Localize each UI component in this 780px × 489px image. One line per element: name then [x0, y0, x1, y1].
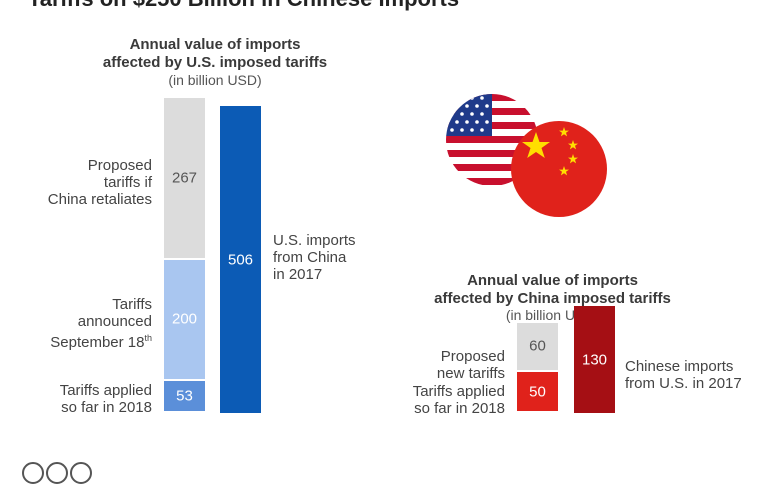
china-label-total-line-2: from U.S. in 2017 — [625, 375, 742, 392]
stacked-segment-1: 200 — [164, 259, 205, 379]
segment-value-label: 50 — [529, 383, 546, 400]
us-label-proposed-line-3: China retaliates — [47, 191, 152, 208]
us-label-announced-line-2: announced — [77, 313, 152, 330]
total-value-label: 130 — [581, 351, 608, 369]
cc-icon — [22, 462, 44, 484]
segment-value-label: 60 — [529, 337, 546, 355]
china-label-total-line-1: Chinese imports — [625, 358, 734, 375]
us-chart-subtitle: (in billion USD) — [168, 72, 262, 88]
segment-value-label: 200 — [171, 310, 198, 328]
china-chart-title: Annual value of imports affected by Chin… — [400, 272, 705, 308]
china-chart-subtitle: (in billion USD) — [505, 307, 600, 323]
segment-value-label: 267 — [171, 169, 198, 187]
us-label-total-line-1: U.S. imports — [273, 232, 356, 249]
eq-icon — [70, 462, 92, 484]
us-label-total-line-2: from China — [273, 249, 347, 266]
china-label-total: Chinese imports from U.S. in 2017 — [625, 358, 775, 392]
china-label-proposed: Proposed new tariffs — [360, 348, 505, 382]
page-title: Tariffs on $250 Billion in Chinese Impor… — [28, 0, 728, 12]
us-label-announced-line-1: Tariffs — [112, 296, 152, 313]
by-icon — [46, 462, 68, 484]
china-chart-title-line-1: Annual value of imports — [467, 272, 638, 289]
china-flag-icon — [511, 121, 607, 217]
creative-commons-icon — [22, 462, 94, 489]
stacked-segment-2: 267 — [164, 97, 205, 258]
china-chart-title-line-2: affected by China imposed tariffs — [434, 290, 671, 307]
segment-value-label: 53 — [176, 387, 193, 405]
china-label-proposed-line-2: new tariffs — [436, 365, 505, 382]
us-label-applied-line-1: Tariffs applied — [59, 382, 152, 399]
stacked-segment-0: 50 — [517, 372, 558, 411]
us-label-proposed: Proposed tariffs if China retaliates — [0, 157, 152, 208]
china-label-applied-line-1: Tariffs applied — [412, 383, 505, 400]
total-bar-rect: 130 — [574, 306, 615, 413]
us-label-announced-sup: th — [144, 333, 152, 343]
stacked-segment-0: 53 — [164, 380, 205, 411]
us-label-announced-line-3: September 18th — [0, 330, 152, 351]
flags-illustration — [446, 94, 607, 217]
us-label-applied: Tariffs applied so far in 2018 — [0, 382, 152, 416]
total-value-label: 506 — [227, 251, 254, 269]
us-chart-title-line-1: Annual value of imports — [129, 36, 301, 53]
us-chart-title: Annual value of imports affected by U.S.… — [60, 36, 370, 72]
us-label-total-line-3: in 2017 — [273, 266, 323, 283]
us-label-total: U.S. imports from China in 2017 — [273, 232, 403, 283]
us-label-announced-line-3-text: September 18 — [50, 334, 145, 351]
us-label-proposed-line-2: tariffs if — [103, 174, 152, 191]
us-label-applied-line-2: so far in 2018 — [61, 399, 152, 416]
us-label-announced: Tariffs announced September 18th — [0, 296, 152, 351]
china-label-proposed-line-1: Proposed — [440, 348, 505, 365]
us-label-proposed-line-1: Proposed — [87, 157, 152, 174]
stacked-segment-1: 60 — [517, 322, 558, 370]
china-label-applied: Tariffs applied so far in 2018 — [360, 383, 505, 417]
total-bar-rect: 506 — [220, 106, 261, 413]
china-label-applied-line-2: so far in 2018 — [414, 400, 505, 417]
us-chart-title-line-2: affected by U.S. imposed tariffs — [102, 54, 328, 71]
